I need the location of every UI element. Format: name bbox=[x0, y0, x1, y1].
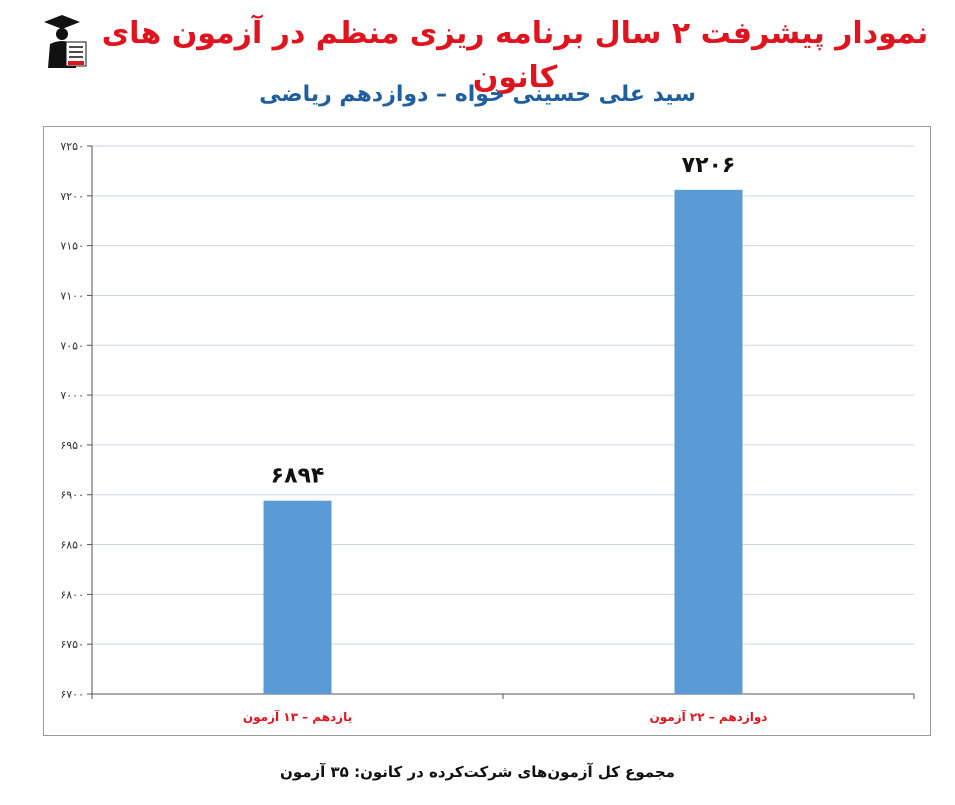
bar bbox=[674, 189, 743, 694]
chart-subtitle: سید علی حسینی خواه – دوازدهم ریاضی bbox=[259, 82, 696, 107]
y-tick-label: ۶۸۵۰ bbox=[60, 539, 84, 552]
y-tick-label: ۷۲۵۰ bbox=[60, 140, 84, 153]
y-tick-label: ۷۱۰۰ bbox=[60, 289, 84, 302]
y-tick-label: ۶۸۰۰ bbox=[60, 588, 84, 601]
y-tick-label: ۶۹۵۰ bbox=[60, 439, 84, 452]
y-tick-label: ۷۱۵۰ bbox=[60, 240, 84, 253]
total-exams-footer: مجموع کل آزمون‌های شرکت‌کرده در کانون: ۳… bbox=[280, 763, 675, 781]
y-tick-label: ۶۷۰۰ bbox=[60, 688, 84, 701]
y-tick-label: ۷۰۵۰ bbox=[60, 339, 84, 352]
chart-area bbox=[43, 126, 931, 736]
data-label: ۷۲۰۶ bbox=[682, 153, 736, 178]
y-tick-label: ۶۷۵۰ bbox=[60, 638, 84, 651]
graduate-logo-icon bbox=[40, 12, 88, 70]
data-label: ۶۸۹۴ bbox=[271, 464, 325, 489]
y-tick-label: ۷۲۰۰ bbox=[60, 190, 84, 203]
x-tick-label: یازدهم – ۱۳ آزمون bbox=[243, 709, 352, 725]
chart-title: نمودار پیشرفت ۲ سال برنامه ریزی منظم در … bbox=[101, 16, 929, 95]
bar bbox=[263, 500, 332, 694]
y-tick-label: ۷۰۰۰ bbox=[60, 389, 84, 402]
y-tick-label: ۶۹۰۰ bbox=[60, 489, 84, 502]
x-tick-label: دوازدهم – ۲۲ آزمون bbox=[650, 709, 768, 725]
